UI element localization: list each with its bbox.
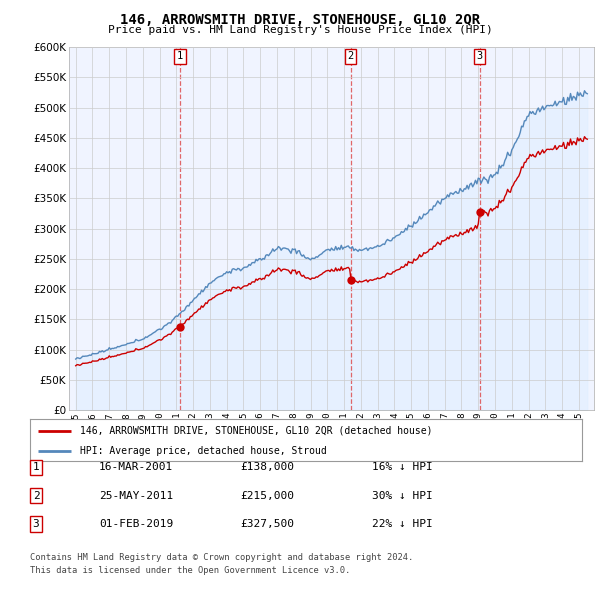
Text: £215,000: £215,000 xyxy=(240,491,294,500)
Text: 3: 3 xyxy=(476,51,483,61)
Text: £138,000: £138,000 xyxy=(240,463,294,472)
Text: 2: 2 xyxy=(347,51,354,61)
Text: 146, ARROWSMITH DRIVE, STONEHOUSE, GL10 2QR: 146, ARROWSMITH DRIVE, STONEHOUSE, GL10 … xyxy=(120,13,480,27)
Text: Price paid vs. HM Land Registry's House Price Index (HPI): Price paid vs. HM Land Registry's House … xyxy=(107,25,493,35)
Text: 22% ↓ HPI: 22% ↓ HPI xyxy=(372,519,433,529)
Text: HPI: Average price, detached house, Stroud: HPI: Average price, detached house, Stro… xyxy=(80,446,326,455)
Text: 16-MAR-2001: 16-MAR-2001 xyxy=(99,463,173,472)
Text: 146, ARROWSMITH DRIVE, STONEHOUSE, GL10 2QR (detached house): 146, ARROWSMITH DRIVE, STONEHOUSE, GL10 … xyxy=(80,426,432,436)
Text: Contains HM Land Registry data © Crown copyright and database right 2024.: Contains HM Land Registry data © Crown c… xyxy=(30,553,413,562)
Text: 2: 2 xyxy=(32,491,40,500)
Text: 16% ↓ HPI: 16% ↓ HPI xyxy=(372,463,433,472)
Text: 01-FEB-2019: 01-FEB-2019 xyxy=(99,519,173,529)
Text: 3: 3 xyxy=(32,519,40,529)
Text: 25-MAY-2011: 25-MAY-2011 xyxy=(99,491,173,500)
Text: 1: 1 xyxy=(32,463,40,472)
Text: £327,500: £327,500 xyxy=(240,519,294,529)
Text: 30% ↓ HPI: 30% ↓ HPI xyxy=(372,491,433,500)
Text: 1: 1 xyxy=(176,51,183,61)
Text: This data is licensed under the Open Government Licence v3.0.: This data is licensed under the Open Gov… xyxy=(30,566,350,575)
